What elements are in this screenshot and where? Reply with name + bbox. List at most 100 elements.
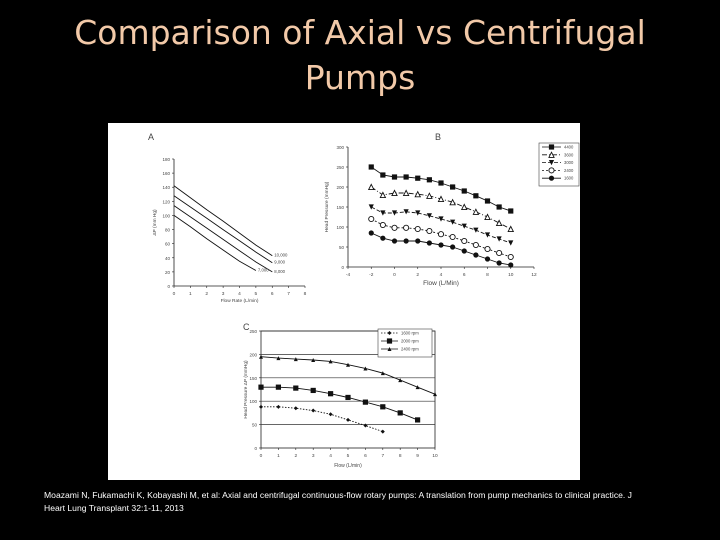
x-tick-label: 7: [381, 453, 384, 459]
legend-marker: [387, 331, 392, 335]
legend-marker: [548, 144, 555, 150]
x-tick-label: 10: [432, 453, 438, 459]
y-tick-label: 200: [336, 185, 344, 190]
data-point: [346, 417, 350, 422]
data-point: [293, 357, 298, 362]
data-point: [426, 240, 432, 246]
data-point: [311, 358, 316, 363]
data-point: [472, 241, 479, 249]
data-point: [415, 238, 421, 244]
x-tick-label: 4: [440, 272, 443, 278]
legend-label: 1600: [564, 176, 574, 181]
data-point: [508, 240, 514, 246]
legend-marker: [387, 347, 392, 351]
x-tick-label: 1: [277, 453, 280, 459]
x-tick-label: 6: [364, 453, 367, 459]
data-point: [484, 232, 491, 238]
y-axis-label: Head Pressure (mmHg): [324, 181, 330, 232]
x-tick-label: 5: [255, 291, 258, 297]
data-point: [363, 423, 368, 428]
data-point: [426, 192, 433, 199]
series-line-1: [261, 386, 418, 421]
series-end-label: 7,000: [258, 267, 269, 272]
data-point: [484, 198, 491, 204]
data-point: [379, 221, 386, 229]
data-point: [508, 208, 514, 214]
data-point: [258, 384, 264, 390]
x-tick-label: 7: [287, 291, 290, 297]
data-point: [403, 238, 409, 244]
y-tick-label: 60: [165, 242, 171, 247]
x-axis-label: Flow (L/Min): [423, 280, 459, 287]
y-tick-label: 180: [162, 157, 170, 162]
data-point: [368, 230, 374, 236]
y-tick-label: 140: [162, 185, 170, 190]
data-point: [403, 174, 409, 180]
data-point: [363, 366, 368, 371]
chart-panel-c: C 0 50 100 150 200 250 0 1 2 3 4 5 6 7 8 9 10 Flow (L/min)…: [243, 322, 438, 469]
series-end-label: 9,000: [274, 260, 285, 265]
data-point: [391, 210, 398, 216]
slide-title-line2: Pumps: [304, 58, 416, 97]
data-point: [450, 219, 456, 225]
series-line-3: [371, 186, 512, 230]
y-tick-label: 160: [162, 171, 170, 176]
legend-marker: [548, 167, 555, 174]
data-point: [259, 354, 263, 359]
data-point: [328, 412, 333, 417]
data-point: [415, 210, 421, 216]
data-point: [450, 244, 456, 250]
data-point: [415, 417, 421, 423]
x-tick-label: 6: [463, 272, 466, 278]
legend-label: 4400: [564, 145, 574, 150]
data-point: [328, 359, 333, 364]
data-point: [508, 262, 514, 268]
data-point: [438, 242, 444, 248]
series-end-label: 8,000: [274, 269, 285, 274]
legend-box: [538, 142, 580, 187]
panel-letter: C: [243, 322, 250, 332]
data-point: [460, 203, 468, 211]
y-tick-label: 50: [252, 423, 258, 428]
panel-letter: B: [435, 132, 441, 142]
figure-panel: A 0 20 40 60 80 100 120 140 160 180 0 1 2 3 4 5 6 7 8 Flow R…: [108, 123, 580, 480]
series-end-label: 10,000: [274, 253, 288, 258]
x-axis-label: Flow (L/min): [334, 463, 362, 469]
x-tick-label: 3: [222, 291, 225, 297]
y-tick-label: 0: [167, 284, 170, 289]
chart-panel-b: B 0 50 100 150 200 250 300 -4 -2 0 2 4 6 8 10 12 Flow (L/…: [324, 132, 580, 287]
citation: Moazami N, Fukamachi K, Kobayashi M, et …: [44, 489, 704, 515]
series-line-3: [173, 215, 257, 271]
legend-label: 3000: [564, 160, 574, 165]
legend-marker: [548, 175, 555, 181]
citation-line1: Moazami N, Fukamachi K, Kobayashi M, et …: [44, 490, 632, 500]
data-point: [368, 204, 374, 210]
data-point: [402, 189, 410, 197]
y-tick-label: 100: [249, 399, 257, 404]
data-point: [461, 188, 467, 194]
y-tick-label: 250: [249, 329, 257, 334]
data-point: [391, 189, 398, 197]
x-tick-label: 2: [205, 291, 208, 297]
x-tick-label: 0: [393, 272, 396, 278]
data-point: [397, 410, 403, 416]
y-tick-label: 40: [165, 256, 171, 261]
legend-marker: [548, 160, 555, 166]
data-point: [367, 183, 375, 191]
x-tick-label: -2: [369, 272, 374, 278]
data-point: [473, 193, 479, 199]
x-tick-label: 12: [531, 272, 537, 278]
x-tick-label: 4: [238, 291, 241, 297]
series-line-0: [173, 185, 273, 257]
data-point: [484, 213, 491, 221]
data-point: [276, 404, 281, 409]
y-tick-label: 50: [339, 245, 345, 250]
legend-label: 3600: [564, 152, 574, 157]
legend-marker: [548, 151, 555, 158]
data-point: [345, 394, 351, 401]
y-axis-label: ΔP (mm Hg): [152, 209, 158, 236]
series-line-1: [173, 195, 273, 264]
data-point: [398, 378, 403, 383]
data-point: [310, 387, 316, 394]
citation-line2: Heart Lung Transplant 32:1-11, 2013: [44, 503, 184, 513]
